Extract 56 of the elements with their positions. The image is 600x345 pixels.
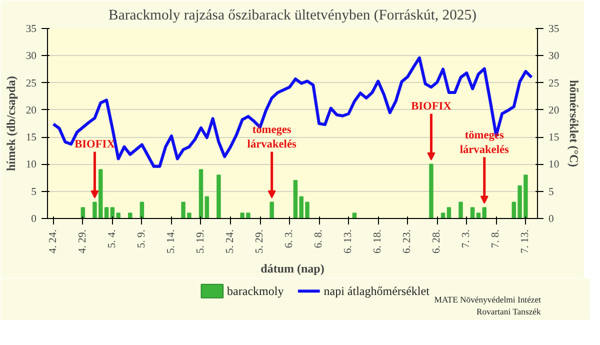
chart-title: Barackmoly rajzása őszibarack ültetvényben (Forráskút, 2025) xyxy=(108,8,477,24)
y-tick-label: 5 xyxy=(31,186,36,198)
x-tick-label: 5. 9. xyxy=(136,229,148,248)
line-series xyxy=(52,56,534,168)
y2-tick-label: 35 xyxy=(548,24,560,35)
bar xyxy=(270,202,274,218)
x-tick-label: 5. 29. xyxy=(254,229,266,254)
y2-tick-label: 10 xyxy=(548,160,560,171)
y2-tick-label: 5 xyxy=(548,186,554,198)
bar xyxy=(440,212,446,218)
x-axis-title: dátum (nap) xyxy=(260,261,324,276)
x-tick-label: 7. 3. xyxy=(461,229,472,248)
bar xyxy=(140,202,144,218)
y-tick-label: 25 xyxy=(26,78,36,90)
y2-tick-label: 25 xyxy=(548,78,560,90)
x-tick-label: 6. 13. xyxy=(343,229,354,254)
bar xyxy=(470,207,475,218)
bar xyxy=(446,207,452,218)
x-tick-label: 5. 24. xyxy=(225,229,236,254)
x-tick-label: 4. 29. xyxy=(77,229,88,254)
annotation: tömeges lárvakelés xyxy=(247,124,297,151)
x-tick-label: 6. 28. xyxy=(432,229,443,254)
x-tick-label: 6. 18. xyxy=(372,229,384,254)
y2-tick-label: 0 xyxy=(548,214,554,225)
y-tick-label: 20 xyxy=(26,105,36,116)
y-tick-label: 0 xyxy=(31,214,36,225)
bar xyxy=(198,169,204,218)
legend-label: barackmoly xyxy=(227,284,284,298)
y-tick-label: 15 xyxy=(26,132,36,144)
x-tick-label: 5. 4. xyxy=(106,229,118,248)
y-tick-label: 35 xyxy=(26,24,36,35)
x-tick-label: 5. 14. xyxy=(166,229,177,254)
x-tick-label: 7. 8. xyxy=(490,229,502,248)
x-tick-label: 7. 13. xyxy=(520,229,532,254)
y-axis-title: hímek (db/csapda) xyxy=(4,76,18,172)
bar xyxy=(429,164,434,218)
y-tick-label: 30 xyxy=(26,51,36,62)
bar xyxy=(352,212,357,218)
legend-label: napi átlaghőmérséklet xyxy=(324,284,430,298)
bar xyxy=(458,202,463,218)
annotation: tömeges lárvakelés xyxy=(460,130,510,156)
x-tick-label: 6. 23. xyxy=(402,229,414,254)
x-tick-label: 5. 19. xyxy=(195,229,206,254)
bar xyxy=(128,212,132,218)
x-tick-label: 6. 8. xyxy=(314,229,325,248)
bar xyxy=(216,174,221,218)
text: MATE Növényvédelmi Intézet Rovartani Tanszék xyxy=(434,294,542,316)
bar xyxy=(204,196,210,218)
y2-axis-title: hőmérséklet (°C) xyxy=(567,80,582,168)
y2-tick-label: 30 xyxy=(548,51,560,62)
y2-tick-label: 15 xyxy=(548,132,560,144)
x-tick-label: 6. 3. xyxy=(284,229,296,248)
annotation: BIOFIX xyxy=(411,100,452,113)
y2-tick-label: 20 xyxy=(548,105,560,116)
x-tick-label: 4. 24. xyxy=(48,229,59,254)
y-tick-label: 10 xyxy=(26,160,36,171)
